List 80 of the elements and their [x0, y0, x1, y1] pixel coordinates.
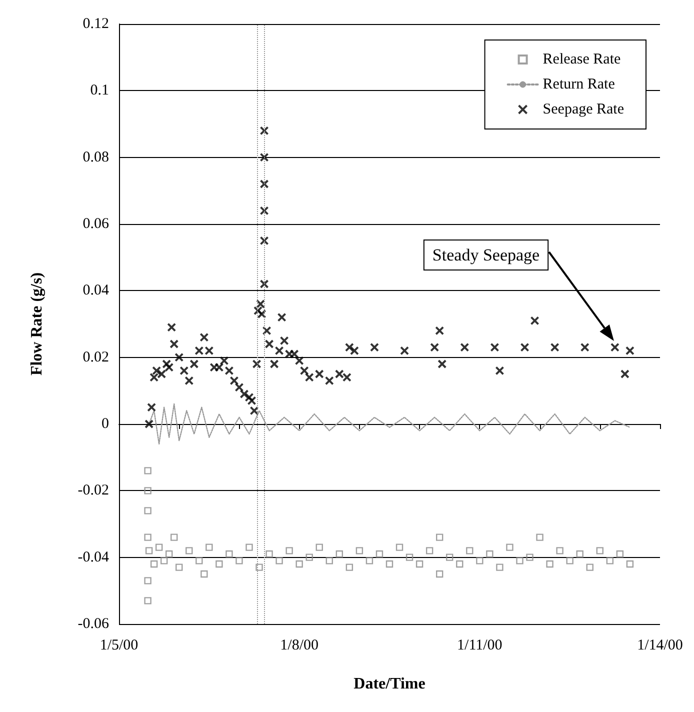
point	[486, 550, 494, 558]
x-tick-label: 1/8/00	[280, 638, 319, 654]
point	[216, 560, 223, 568]
y-tick-label: -0.04	[78, 549, 110, 566]
point	[586, 564, 594, 571]
legend-label: Return Rate	[542, 76, 616, 92]
point	[144, 577, 152, 584]
point	[386, 560, 394, 568]
point	[200, 570, 208, 578]
point	[336, 550, 344, 558]
point	[196, 557, 203, 564]
point	[406, 554, 414, 561]
point	[516, 557, 524, 564]
point	[626, 560, 634, 568]
point	[436, 534, 444, 541]
point	[416, 560, 424, 568]
point	[456, 560, 464, 568]
point	[186, 547, 193, 554]
point	[236, 557, 243, 564]
y-tick-label: 0.04	[82, 282, 110, 299]
point	[436, 570, 444, 578]
point	[356, 547, 364, 554]
point	[546, 560, 554, 568]
point	[506, 544, 514, 551]
y-axis-title: Flow Rate (g/s)	[28, 272, 46, 376]
point	[346, 564, 354, 571]
x-axis-title: Date/Time	[354, 676, 426, 692]
point	[160, 557, 168, 564]
point	[466, 547, 474, 554]
point	[536, 534, 544, 541]
x-tick-label: 1/14/00	[637, 638, 683, 654]
y-tick-label: 0.02	[82, 349, 109, 366]
point	[256, 564, 263, 571]
point	[556, 547, 564, 554]
point	[376, 550, 384, 558]
x-tick-label: 1/5/00	[100, 638, 138, 654]
point	[366, 557, 374, 564]
x-tick-label: 1/11/00	[457, 638, 502, 654]
point	[266, 550, 273, 558]
point	[296, 560, 303, 568]
annotation: Steady Seepage	[432, 246, 540, 264]
point	[144, 534, 152, 541]
point	[526, 554, 534, 561]
point	[476, 557, 484, 564]
y-tick-label: 0	[102, 416, 109, 432]
y-tick-label: -0.06	[78, 616, 110, 632]
point	[606, 557, 614, 564]
point	[426, 547, 434, 554]
point	[144, 487, 152, 494]
point	[150, 560, 158, 568]
point	[596, 547, 604, 554]
y-tick-label: -0.02	[78, 482, 109, 499]
point	[246, 544, 253, 551]
point	[396, 544, 404, 551]
point	[226, 550, 233, 558]
point	[316, 544, 323, 551]
point	[206, 544, 213, 551]
point	[170, 534, 178, 541]
y-tick-label: 0.12	[82, 16, 109, 32]
y-tick-label: 0.08	[82, 149, 109, 166]
point	[496, 564, 504, 571]
y-tick-label: 0.1	[90, 82, 109, 99]
point	[286, 547, 293, 554]
y-tick-label: 0.06	[82, 216, 110, 232]
point	[165, 550, 173, 558]
point	[144, 467, 152, 474]
point	[306, 554, 313, 561]
point	[176, 564, 183, 571]
point	[576, 550, 584, 558]
point	[145, 547, 153, 554]
point	[276, 557, 283, 564]
legend-label: Release Rate	[542, 52, 622, 68]
point	[144, 597, 152, 604]
point	[446, 554, 454, 561]
point	[326, 557, 333, 564]
point	[155, 544, 163, 551]
point	[616, 550, 624, 558]
point	[566, 557, 574, 564]
legend-label: Seepage Rate	[542, 102, 624, 118]
point	[144, 507, 152, 514]
